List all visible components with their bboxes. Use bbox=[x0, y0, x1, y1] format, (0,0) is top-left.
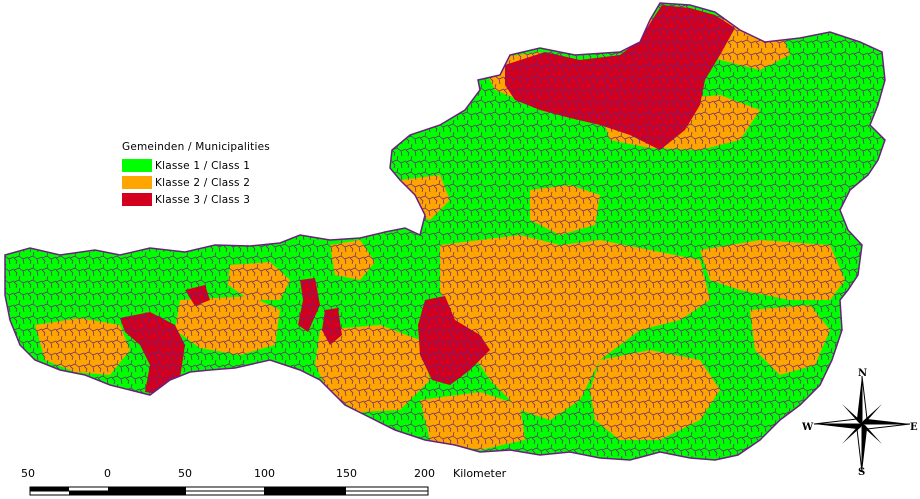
scale-tick-label: 150 bbox=[336, 467, 357, 480]
legend-item-class-1: Klasse 1 / Class 1 bbox=[122, 157, 270, 174]
legend-label: Klasse 3 / Class 3 bbox=[155, 193, 251, 206]
scale-tick-label: 50 bbox=[178, 467, 192, 480]
legend-label: Klasse 1 / Class 1 bbox=[155, 159, 251, 172]
scale-unit-label: Kilometer bbox=[453, 467, 507, 480]
scale-tick-label: 50 bbox=[21, 467, 35, 480]
legend-swatch bbox=[122, 176, 152, 189]
legend-item-class-3: Klasse 3 / Class 3 bbox=[122, 191, 270, 208]
compass-south-label: S bbox=[858, 467, 866, 478]
legend-title: Gemeinden / Municipalities bbox=[122, 141, 270, 153]
legend-swatch bbox=[122, 159, 152, 172]
compass-rose-icon bbox=[813, 375, 911, 473]
map-legend: Gemeinden / Municipalities Klasse 1 / Cl… bbox=[122, 141, 270, 208]
legend-item-class-2: Klasse 2 / Class 2 bbox=[122, 174, 270, 191]
compass-north-label: N bbox=[858, 368, 868, 379]
scale-tick-label: 200 bbox=[414, 467, 435, 480]
scale-bar-labels: 50 0 50 100 150 200 Kilometer bbox=[0, 467, 520, 483]
compass-west-label: W bbox=[802, 422, 814, 433]
scale-bar bbox=[29, 486, 429, 496]
scale-tick-label: 100 bbox=[254, 467, 275, 480]
compass-east-label: E bbox=[910, 422, 918, 433]
legend-swatch bbox=[122, 193, 152, 206]
scale-tick-label: 0 bbox=[104, 467, 111, 480]
legend-label: Klasse 2 / Class 2 bbox=[155, 176, 251, 189]
